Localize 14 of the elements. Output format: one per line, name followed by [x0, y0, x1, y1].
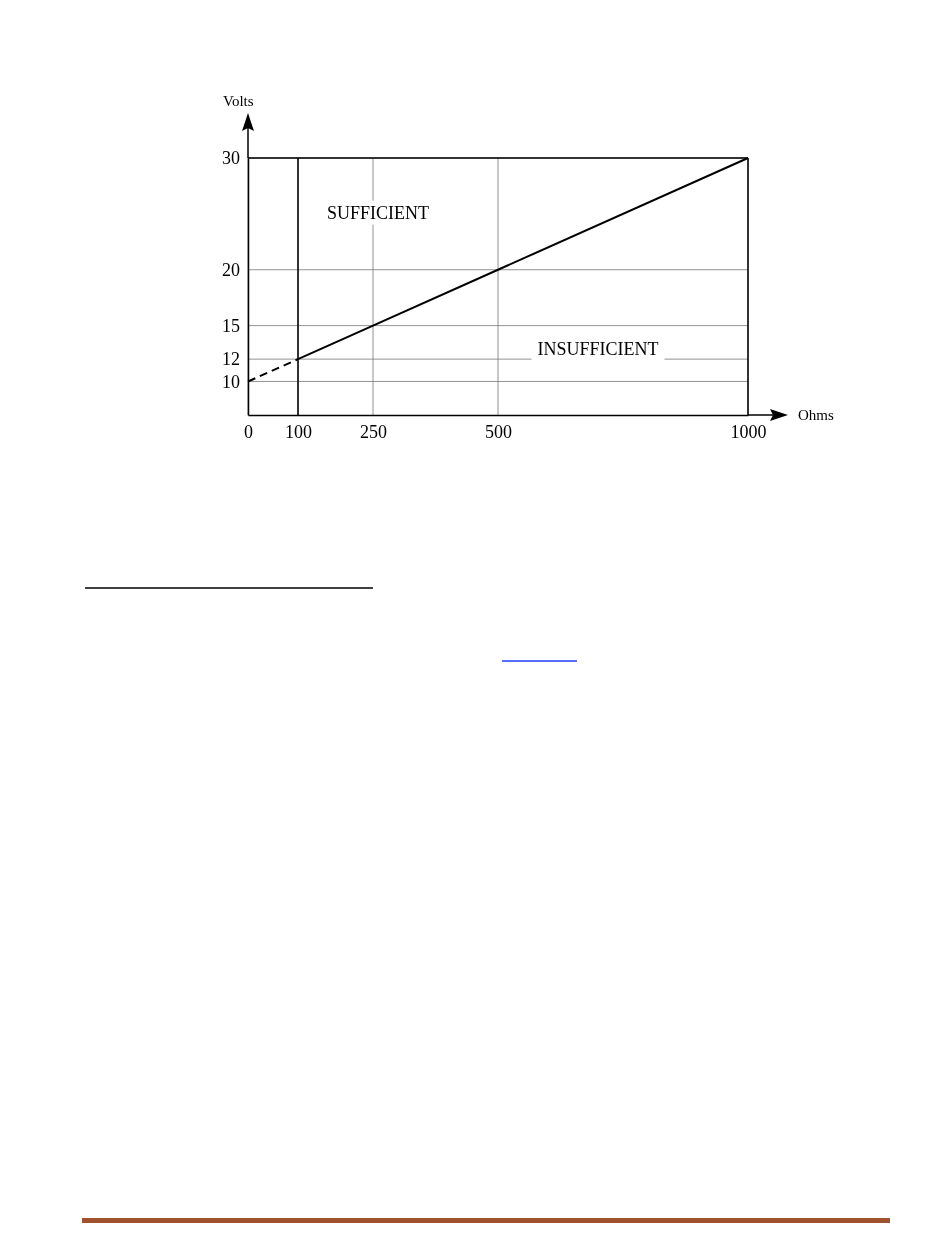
x-tick-label: 500 — [485, 421, 512, 442]
y-axis-title: Volts — [223, 93, 254, 109]
y-tick-label: 15 — [222, 315, 240, 336]
x-tick-label: 1000 — [730, 421, 767, 442]
y-tick-label: 30 — [222, 148, 240, 169]
y-tick-label: 20 — [222, 260, 240, 280]
y-tick-label: 12 — [222, 349, 240, 370]
y-tick-label: 10 — [222, 371, 240, 392]
annotation: INSUFFICIENT — [537, 338, 659, 359]
x-tick-label: 0 — [244, 421, 253, 442]
x-tick-label: 250 — [360, 421, 387, 442]
annotation: SUFFICIENT — [326, 202, 430, 223]
x-tick-label: 100 — [285, 421, 312, 442]
x-axis-title: Ohms — [798, 407, 834, 423]
